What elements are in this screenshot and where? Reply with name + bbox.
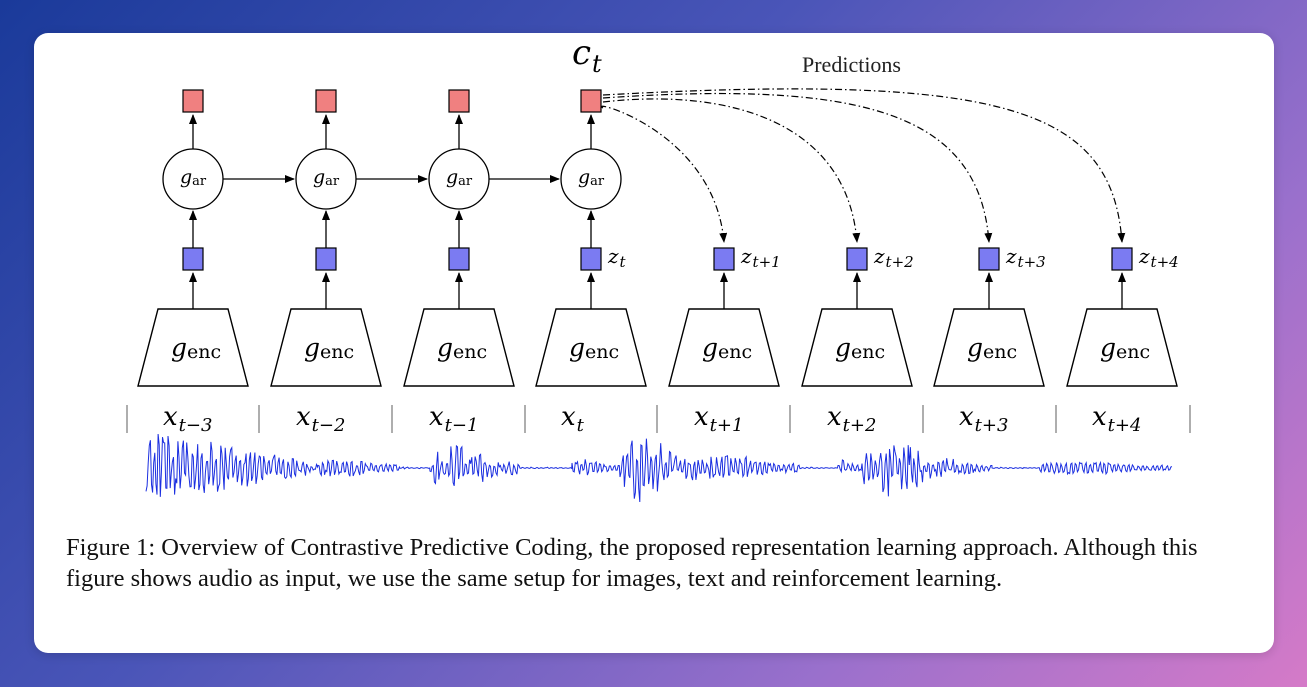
encoder-block (137, 308, 249, 387)
encoder-block (270, 308, 382, 387)
ar-model-label: gar (446, 166, 473, 189)
latent-z-box (846, 247, 868, 271)
latent-z-box (448, 247, 470, 271)
timestep-4: genc xt+1 zt+1 (668, 244, 781, 436)
context-box (315, 89, 337, 113)
latent-z-box (580, 247, 602, 271)
prediction-arrow (600, 105, 728, 243)
latent-z-label: zt+2 (873, 244, 914, 271)
input-label: xt−1 (429, 402, 478, 436)
latent-z-box (1111, 247, 1133, 271)
prediction-arrow (602, 88, 1126, 243)
encoder-label: genc (1100, 333, 1150, 363)
timestep-6: genc xt+3 zt+3 (933, 244, 1046, 436)
waveform-line (145, 433, 1173, 503)
encoder-block (668, 308, 780, 387)
encoder-label: genc (569, 333, 619, 363)
predictions-label: Predictions (802, 52, 901, 77)
latent-z-box (713, 247, 735, 271)
figure-card (34, 33, 1274, 653)
timestep-1: genc xt−2 gar (270, 89, 428, 436)
prediction-arrow (602, 98, 861, 243)
input-label: xt−3 (163, 402, 212, 436)
timestep-3: genc xt zt gar (535, 89, 647, 436)
latent-z-label: zt+3 (1005, 244, 1046, 271)
latent-z-box (315, 247, 337, 271)
timestep-5: genc xt+2 zt+2 (801, 244, 914, 436)
latent-z-box (182, 247, 204, 271)
input-label: xt+3 (959, 402, 1008, 436)
ar-model-label: gar (180, 166, 207, 189)
input-label: xt+2 (827, 402, 876, 436)
latent-z-label: zt+4 (1138, 244, 1179, 271)
encoder-label: genc (304, 333, 354, 363)
latent-z-label: zt+1 (740, 244, 781, 271)
input-label: xt (561, 402, 585, 436)
encoder-block (535, 308, 647, 387)
latent-z-label: zt (607, 244, 627, 271)
context-box (448, 89, 470, 113)
encoder-label: genc (171, 333, 221, 363)
context-box (182, 89, 204, 113)
input-label: xt+1 (694, 402, 743, 436)
input-label: xt−2 (296, 402, 345, 436)
context-box (580, 89, 602, 113)
ar-model-label: gar (578, 166, 605, 189)
prediction-arrow (602, 92, 993, 243)
encoder-label: genc (437, 333, 487, 363)
audio-waveform (145, 433, 1173, 503)
encoder-label: genc (835, 333, 885, 363)
timestep-7: genc xt+4 zt+4 (1066, 244, 1179, 436)
figure-caption: Figure 1: Overview of Contrastive Predic… (66, 534, 1198, 592)
encoder-block (933, 308, 1045, 387)
context-label: ct (572, 33, 602, 78)
encoder-block (801, 308, 913, 387)
latent-z-box (978, 247, 1000, 271)
encoder-block (1066, 308, 1178, 387)
encoder-label: genc (702, 333, 752, 363)
input-label: xt+4 (1092, 402, 1141, 436)
ar-model-label: gar (313, 166, 340, 189)
encoder-block (403, 308, 515, 387)
timestep-0: genc xt−3 gar (137, 89, 295, 436)
timestep-2: genc xt−1 gar (403, 89, 560, 436)
encoder-label: genc (967, 333, 1017, 363)
